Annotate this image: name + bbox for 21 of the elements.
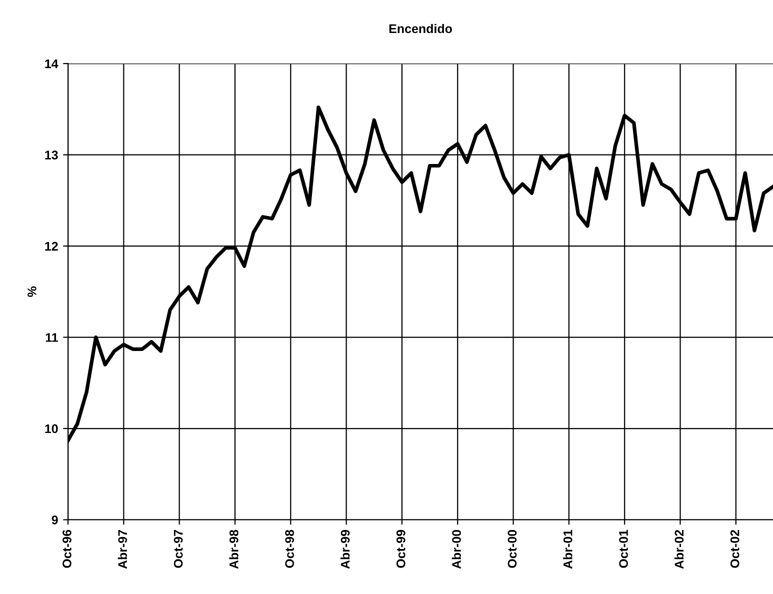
x-tick-label: Oct-96 <box>62 530 72 568</box>
y-axis-title: % <box>28 286 36 297</box>
x-tick-label: Abr-00 <box>452 530 461 569</box>
x-tick-label: Abr-02 <box>674 530 684 569</box>
y-tick-label: 11 <box>46 333 58 342</box>
x-tick-label: Abr-01 <box>563 530 572 569</box>
x-tick-label: Oct-02 <box>730 530 740 568</box>
x-tick-label: Abr-98 <box>229 530 238 569</box>
y-tick-label: 9 <box>52 516 58 524</box>
y-tick-label: 12 <box>45 242 58 251</box>
chart-title: Encendido <box>389 24 452 34</box>
x-tick-label: Abr-97 <box>118 530 128 569</box>
x-tick-label: Oct-98 <box>285 530 294 568</box>
x-tick-label: Abr-99 <box>340 530 350 569</box>
y-tick-label: 14 <box>45 59 58 68</box>
x-tick-label: Oct-01 <box>619 530 628 568</box>
y-tick-label: 13 <box>45 150 58 160</box>
y-tick-label: 10 <box>45 424 58 434</box>
x-tick-label: Oct-97 <box>174 530 183 568</box>
x-tick-label: Oct-00 <box>508 530 517 568</box>
x-tick-label: Oct-99 <box>396 530 406 568</box>
